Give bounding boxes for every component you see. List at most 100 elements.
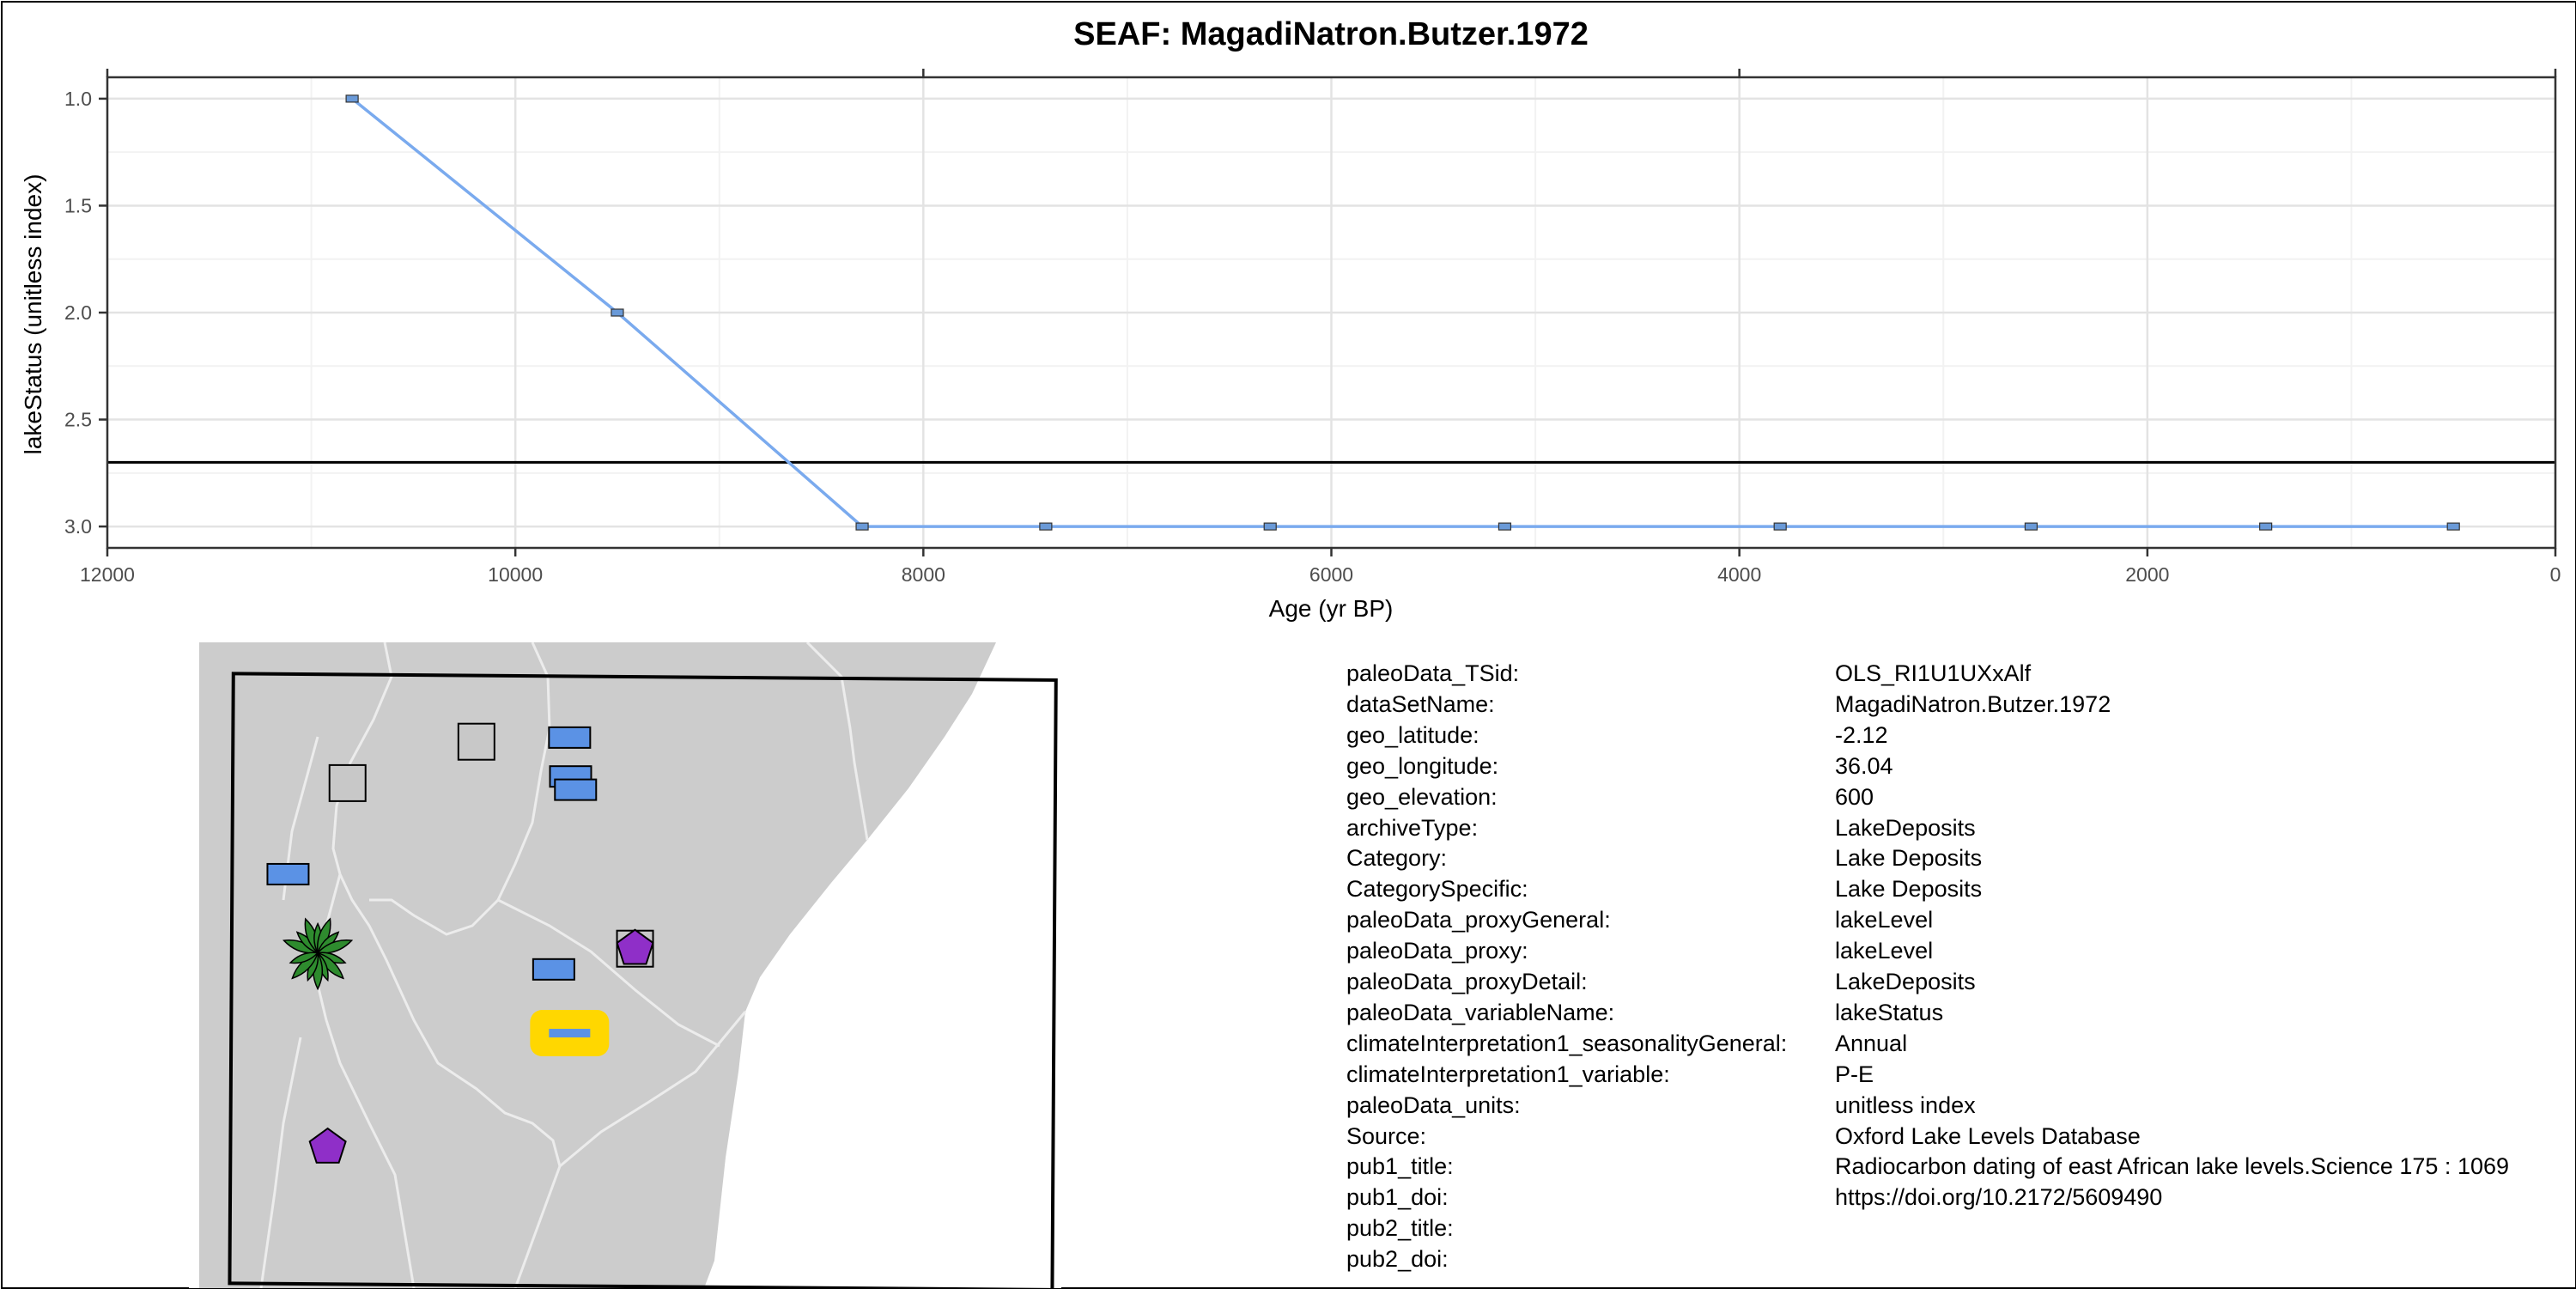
metadata-row: paleoData_TSid: OLS_RI1U1UXxAlf (1346, 658, 2576, 689)
metadata-key: paleoData_variableName: (1346, 999, 1615, 1025)
site-locator-map (189, 642, 1061, 1288)
site-marker-rect (548, 726, 592, 749)
metadata-value: Annual (1835, 1030, 1908, 1056)
metadata-row: pub1_doi: https://doi.org/10.2172/5609490 (1346, 1182, 2576, 1213)
site-marker-rect (266, 862, 310, 885)
y-tick-label: 1.0 (64, 88, 92, 110)
metadata-key: pub2_doi: (1346, 1246, 1449, 1273)
metadata-key: geo_elevation: (1346, 783, 1498, 810)
metadata-row: CategorySpecific: Lake Deposits (1346, 873, 2576, 904)
metadata-value: lakeLevel (1835, 938, 1934, 964)
metadata-value: Lake Deposits (1835, 845, 1983, 872)
data-point-marker (345, 94, 359, 103)
metadata-table: paleoData_TSid: OLS_RI1U1UXxAlf dataSetNam… (1346, 658, 2576, 1288)
metadata-value: -2.12 (1835, 721, 1888, 748)
metadata-row: climateInterpretation1_seasonalityGenera… (1346, 1028, 2576, 1059)
metadata-key: climateInterpretation1_seasonalityGenera… (1346, 1030, 1788, 1056)
metadata-key: Source: (1346, 1122, 1427, 1149)
metadata-row: dataSetName: MagadiNatron.Butzer.1972 (1346, 689, 2576, 720)
metadata-key: climateInterpretation1_variable: (1346, 1061, 1670, 1087)
metadata-key: pub2_title: (1346, 1215, 1454, 1242)
metadata-row: paleoData_proxy: lakeLevel (1346, 935, 2576, 966)
site-marker-rect (554, 778, 598, 801)
data-point-marker (1498, 522, 1512, 531)
metadata-key: geo_longitude: (1346, 752, 1499, 779)
metadata-value: https://doi.org/10.2172/5609490 (1835, 1184, 2163, 1211)
series-line (351, 97, 2454, 528)
fern-icon (283, 917, 354, 991)
metadata-row: paleoData_units: unitless index (1346, 1090, 2576, 1121)
metadata-value: 36.04 (1835, 752, 1893, 779)
lake-status-chart: SEAF: MagadiNatron.Butzer.1972 12000 1000… (20, 16, 2561, 622)
metadata-value: LakeDeposits (1835, 969, 1976, 994)
chart-axes: 12000 10000 8000 6000 4000 2000 0 1.0 1.5 2.0 2.5 3… (64, 69, 2561, 586)
site-marker-rect (532, 958, 575, 981)
y-tick-label: 1.5 (64, 194, 92, 216)
site-marker-square (328, 763, 367, 802)
metadata-key: geo_latitude: (1346, 721, 1479, 748)
data-point-marker (1773, 522, 1787, 531)
metadata-row: climateInterpretation1_variable: P-E (1346, 1059, 2576, 1090)
y-tick-label: 3.0 (64, 515, 92, 538)
west-edge (189, 642, 199, 1288)
metadata-value: unitless index (1835, 1091, 1976, 1118)
metadata-value: MagadiNatron.Butzer.1972 (1835, 690, 2111, 717)
series-layer (345, 94, 2460, 531)
country-borders (259, 642, 869, 1288)
metadata-row: pub2_title: (1346, 1213, 2576, 1243)
data-point-marker (2024, 522, 2038, 531)
metadata-row: archiveType: LakeDeposits (1346, 812, 2576, 843)
metadata-key: paleoData_units: (1346, 1091, 1521, 1118)
site-marker-pentagon (308, 1127, 347, 1164)
metadata-key: paleoData_proxyDetail: (1346, 969, 1588, 994)
metadata-row: geo_latitude: -2.12 (1346, 720, 2576, 751)
metadata-row: pub1_title: Radiocarbon dating of east Af… (1346, 1151, 2576, 1182)
metadata-value: Oxford Lake Levels Database (1835, 1122, 2141, 1149)
site-markers (266, 722, 654, 1164)
chart-grid (106, 77, 2557, 548)
x-tick-label: 2000 (2125, 563, 2169, 586)
x-tick-label: 4000 (1717, 563, 1761, 586)
metadata-value: Radiocarbon dating of east African lake … (1835, 1153, 2510, 1180)
metadata-value: Lake Deposits (1835, 876, 1983, 903)
metadata-value: lakeLevel (1835, 907, 1934, 933)
site-marker-pentagon (616, 928, 654, 965)
data-point-marker (1039, 522, 1053, 531)
metadata-value: P-E (1835, 1061, 1874, 1087)
metadata-key: CategorySpecific: (1346, 876, 1528, 903)
data-point-marker (1263, 522, 1277, 531)
metadata-key: paleoData_proxyGeneral: (1346, 907, 1611, 933)
data-point-marker (2259, 522, 2273, 531)
metadata-row: paleoData_proxyDetail: LakeDeposits (1346, 966, 2576, 997)
x-tick-label: 10000 (488, 563, 543, 586)
metadata-key: paleoData_proxy: (1346, 938, 1528, 964)
data-point-marker (2446, 522, 2460, 531)
y-tick-label: 2.5 (64, 409, 92, 431)
metadata-row: paleoData_proxyGeneral: lakeLevel (1346, 904, 2576, 935)
data-point-marker (611, 308, 624, 317)
metadata-row: geo_longitude: 36.04 (1346, 751, 2576, 781)
y-axis-label: lakeStatus (unitless index) (20, 174, 46, 455)
metadata-key: paleoData_TSid: (1346, 660, 1520, 686)
x-tick-label: 0 (2550, 563, 2561, 586)
metadata-value: lakeStatus (1835, 999, 1944, 1025)
metadata-row: Category: Lake Deposits (1346, 842, 2576, 873)
metadata-row: pub2_doi: (1346, 1243, 2576, 1274)
study-region-box (228, 672, 1058, 1288)
metadata-row: geo_elevation: 600 (1346, 781, 2576, 812)
metadata-value: LakeDeposits (1835, 814, 1976, 841)
x-tick-label: 12000 (80, 563, 135, 586)
y-tick-label: 2.0 (64, 301, 92, 324)
selected-site-marker (549, 1029, 591, 1038)
metadata-key: Category: (1346, 845, 1448, 872)
metadata-row: paleoData_variableName: lakeStatus (1346, 997, 2576, 1028)
metadata-key: pub1_title: (1346, 1153, 1454, 1180)
metadata-value: 600 (1835, 783, 1874, 810)
x-axis-label: Age (yr BP) (1269, 595, 1394, 622)
metadata-key: archiveType: (1346, 814, 1479, 841)
chart-title: SEAF: MagadiNatron.Butzer.1972 (1073, 16, 1589, 52)
metadata-key: pub1_doi: (1346, 1184, 1449, 1211)
metadata-value: OLS_RI1U1UXxAlf (1835, 660, 2032, 686)
site-marker-square (457, 722, 495, 761)
metadata-key: dataSetName: (1346, 690, 1495, 717)
